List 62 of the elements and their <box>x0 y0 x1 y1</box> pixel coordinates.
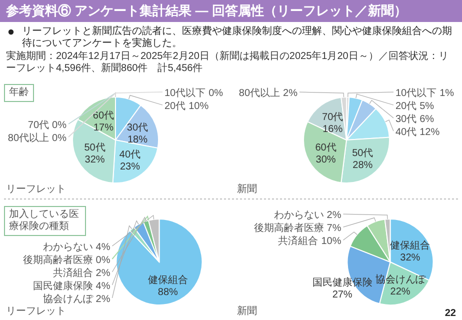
text: リーフレット <box>6 184 66 195</box>
text: 実施期間：2024年12月17日～2025年2月20日（新聞は掲載日の2025年1月20日～）／回答状況：リーフレット4,596件、新聞860件 計5,456件 <box>6 51 450 75</box>
category-label: 後期高齢者医療 <box>22 255 93 266</box>
data-label: 27% <box>332 289 352 300</box>
data-label: 17% <box>93 122 114 134</box>
slice-label: 国民健康保険 <box>32 280 93 292</box>
data-label: 10% <box>188 101 209 112</box>
data-label: 5% <box>420 101 434 112</box>
text: 22 <box>444 308 456 319</box>
text: 新聞 <box>237 183 257 195</box>
slice-label: 20代 <box>396 101 417 112</box>
data-label: 2% <box>283 88 298 100</box>
data-label: 22% <box>390 286 410 298</box>
slice-label: 共済組合 <box>52 267 93 279</box>
data-label: 32% <box>84 154 105 166</box>
data-label: 2% <box>96 268 110 279</box>
legend-label: 10代以下 <box>164 87 206 99</box>
slice-label: 30代 <box>126 122 148 134</box>
slice-label: 30代 <box>396 114 417 126</box>
text: 参考資料⑥ アンケート集計結果 — 回答属性（リーフレット／新聞） <box>0 0 462 22</box>
slice-label: わからない <box>274 210 324 222</box>
text: 0% <box>52 133 66 144</box>
data-label: 28% <box>352 160 373 172</box>
slice-label: 40代 <box>119 150 141 161</box>
data-label: 6% <box>420 114 434 126</box>
data-label: 23% <box>120 162 140 173</box>
data-label: 12% <box>420 127 440 138</box>
slice-label: 50代 <box>84 142 106 154</box>
text: リーフレットと新聞広告の読者に、医療費や健康保険制度への理解、関心や健康保険組合への期待についてアンケートを実施した。 <box>22 26 453 50</box>
slice-label: 20代 <box>164 101 186 112</box>
data-label: 7% <box>326 223 342 234</box>
data-label: 2% <box>326 210 342 222</box>
category-label: 80代以上 <box>8 133 50 144</box>
data-label: 1% <box>440 88 454 100</box>
data-label: 88% <box>158 286 178 298</box>
data-label: 4% <box>96 242 110 253</box>
slice-label: 70代 <box>322 112 344 123</box>
data-label: 16% <box>322 124 343 135</box>
text: リーフレット <box>6 306 66 317</box>
slice-label: 共済組合 <box>278 235 318 248</box>
data-label: 30% <box>316 154 336 166</box>
slice-label: 40代 <box>396 127 417 138</box>
category-label: 70代 <box>28 120 50 131</box>
data-label: 10% <box>321 236 342 248</box>
slice-label: わからない <box>42 242 93 253</box>
slice-label: 後期高齢者医療 <box>254 222 324 234</box>
data-label: 18% <box>127 134 148 146</box>
data-label: 2% <box>96 294 110 305</box>
slice-label: 60代 <box>315 142 336 154</box>
data-label: 32% <box>400 252 420 264</box>
slice-label: 10代以下 <box>396 87 437 100</box>
slice-label: 80代以上 <box>238 87 280 100</box>
slice-label: 健保組合 <box>148 274 188 286</box>
text: 0% <box>208 88 224 99</box>
text: 0% <box>52 120 66 131</box>
text: 年齢 <box>4 84 34 102</box>
slice-label: 協会けんぽ <box>42 293 94 305</box>
text: 0% <box>96 255 110 266</box>
slice-label: 50代 <box>352 148 374 160</box>
data-label: 4% <box>96 281 110 292</box>
text: 加入している医療保険の種類 <box>4 206 86 236</box>
text: 新聞 <box>237 305 257 317</box>
